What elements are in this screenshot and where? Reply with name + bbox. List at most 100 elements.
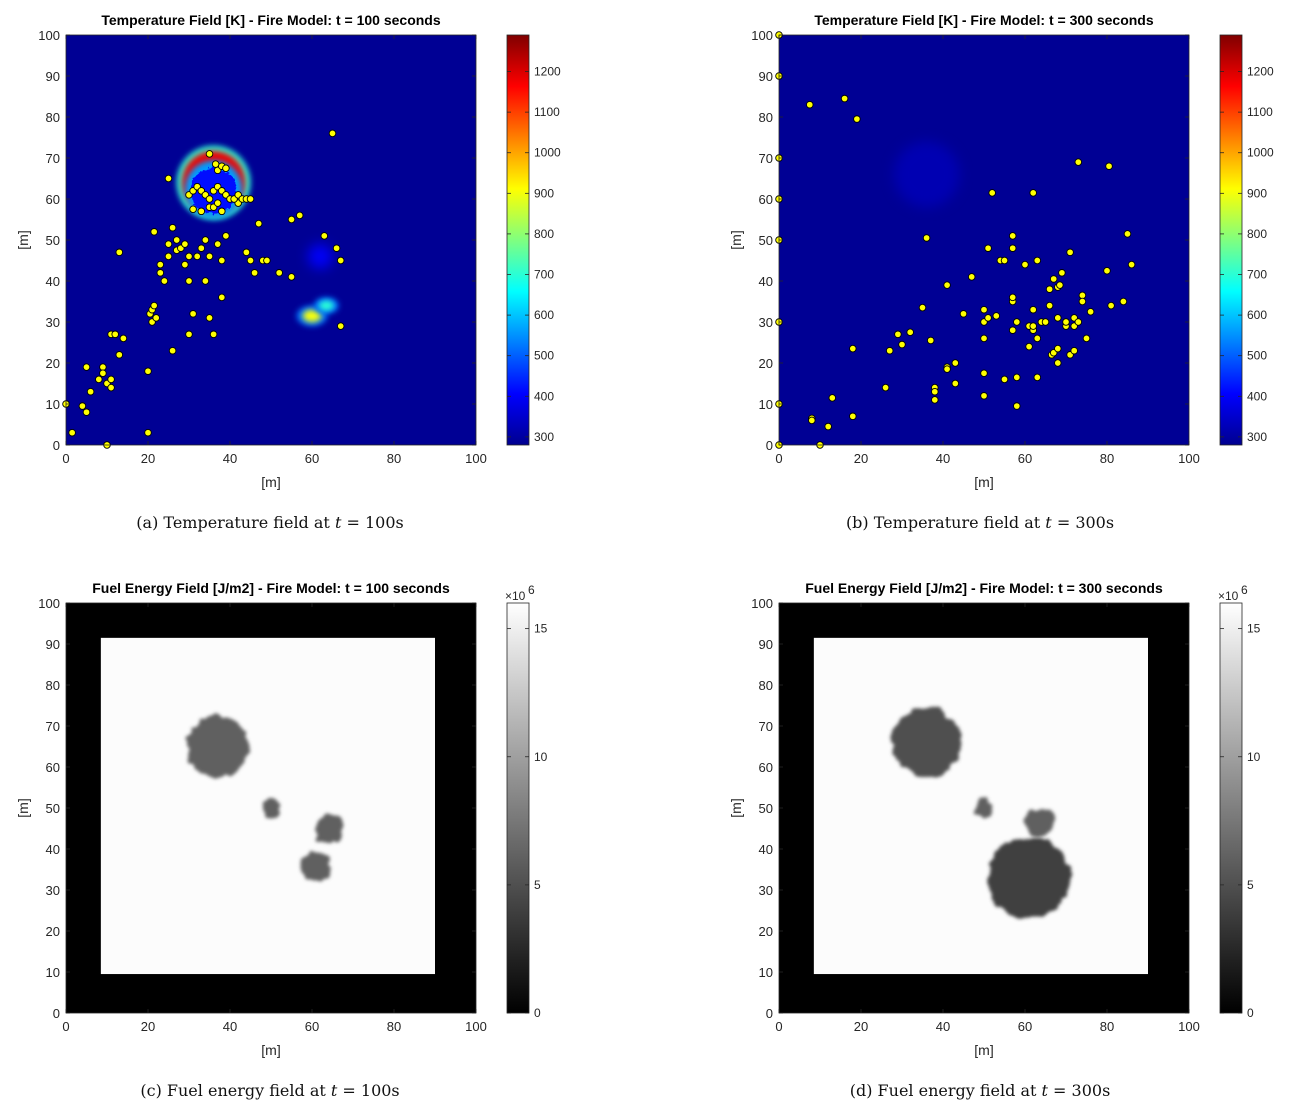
caption-a-var: t xyxy=(334,513,342,532)
x-tick-label: 0 xyxy=(775,1019,782,1034)
x-tick-label: 100 xyxy=(1178,451,1200,466)
sensor-point xyxy=(150,301,158,310)
sensor-point xyxy=(1127,260,1136,269)
sensor-point xyxy=(168,346,177,355)
sensor-point xyxy=(222,164,230,172)
y-tick-label: 40 xyxy=(759,842,773,857)
y-axis-label: [m] xyxy=(15,230,31,249)
depleted-patch xyxy=(891,707,962,778)
sensor-point xyxy=(201,277,210,285)
sensor-point xyxy=(1119,297,1128,306)
sensor-point xyxy=(943,365,951,373)
sensor-point xyxy=(1033,256,1042,265)
sensor-point xyxy=(1029,305,1037,314)
sensor-point xyxy=(988,189,996,197)
sensor-point xyxy=(967,273,976,281)
caption-d-prefix: (d) Fuel energy field at xyxy=(849,1081,1042,1100)
sensor-point xyxy=(86,387,95,396)
sensor-point xyxy=(95,375,103,384)
x-tick-label: 60 xyxy=(1018,451,1032,466)
caption-c-var: t xyxy=(330,1081,338,1100)
colorbar-tick-label: 1200 xyxy=(534,65,561,79)
sensor-point xyxy=(156,269,165,277)
sensor-point xyxy=(894,330,902,339)
sensor-point xyxy=(1029,189,1037,197)
sensor-point xyxy=(328,129,337,138)
x-tick-label: 40 xyxy=(223,1019,237,1034)
caption-b: (b) Temperature field at t = 300s xyxy=(830,513,1130,532)
y-tick-label: 60 xyxy=(759,192,773,207)
y-tick-label: 80 xyxy=(759,110,773,125)
sensor-point xyxy=(1013,373,1021,382)
x-tick-label: 0 xyxy=(775,451,782,466)
colorbar-tick-label: 400 xyxy=(1247,389,1267,403)
y-tick-label: 80 xyxy=(759,678,773,693)
x-tick-label: 20 xyxy=(854,1019,868,1034)
colorbar-tick-label: 15 xyxy=(534,622,548,636)
sensor-point xyxy=(213,199,222,207)
sensor-point xyxy=(246,195,255,203)
sensor-point xyxy=(1078,297,1087,306)
sensor-point xyxy=(164,252,173,261)
y-tick-label: 30 xyxy=(46,883,60,898)
x-tick-label: 80 xyxy=(387,451,401,466)
caption-c-prefix: (c) Fuel energy field at xyxy=(140,1081,331,1100)
x-axis-label: [m] xyxy=(261,1042,280,1058)
sensor-point xyxy=(336,322,345,330)
sensor-point xyxy=(287,273,296,281)
sensor-point xyxy=(849,412,857,421)
y-tick-label: 0 xyxy=(53,1006,60,1021)
sensor-point xyxy=(189,205,197,213)
sensor-point xyxy=(1000,375,1009,384)
x-axis-label: [m] xyxy=(974,474,993,490)
sensor-point xyxy=(943,281,951,289)
y-tick-label: 60 xyxy=(46,760,60,775)
colorbar-tick-label: 10 xyxy=(1247,750,1261,764)
y-tick-label: 0 xyxy=(766,1006,773,1021)
y-tick-label: 50 xyxy=(46,233,60,248)
sensor-point xyxy=(185,330,193,339)
caption-c-suffix: = 100s xyxy=(337,1081,400,1100)
y-tick-label: 30 xyxy=(759,883,773,898)
sensor-point xyxy=(144,367,152,375)
y-axis-label: [m] xyxy=(728,230,744,249)
sensor-point xyxy=(181,260,189,269)
sensor-point xyxy=(205,195,214,203)
colorbar-tick-label: 15 xyxy=(1247,622,1261,636)
y-tick-label: 90 xyxy=(759,69,773,84)
hotspot-peak xyxy=(318,300,334,311)
sensor-point xyxy=(1054,359,1062,367)
sensor-point xyxy=(980,334,988,343)
caption-a-suffix: = 100s xyxy=(341,513,404,532)
sensor-point xyxy=(1021,260,1029,269)
sensor-point xyxy=(156,260,165,269)
sensor-point xyxy=(213,240,222,248)
sensor-point xyxy=(205,150,214,158)
sensor-point xyxy=(218,207,226,216)
y-tick-label: 10 xyxy=(46,397,60,412)
depleted-patch xyxy=(974,798,994,818)
colorbar-tick-label: 700 xyxy=(1247,268,1267,282)
x-tick-label: 80 xyxy=(1100,451,1114,466)
y-axis-label: [m] xyxy=(15,798,31,817)
hotspot xyxy=(314,297,339,314)
y-tick-label: 40 xyxy=(46,274,60,289)
x-tick-label: 40 xyxy=(936,1019,950,1034)
sensor-point xyxy=(119,334,128,343)
sensor-point xyxy=(111,330,119,339)
plot-title: Fuel Energy Field [J/m2] - Fire Model: t… xyxy=(805,580,1163,596)
colorbar-tick-label: 0 xyxy=(534,1006,541,1020)
sensor-point xyxy=(332,244,341,252)
caption-d-suffix: = 300s xyxy=(1047,1081,1111,1100)
sensor-point xyxy=(881,383,890,392)
caption-d-var: t xyxy=(1041,1081,1048,1100)
x-axis-label: [m] xyxy=(974,1042,993,1058)
sensor-point xyxy=(205,252,214,261)
x-axis-label: [m] xyxy=(261,474,280,490)
y-tick-label: 70 xyxy=(759,719,773,734)
y-axis-label: [m] xyxy=(728,798,744,817)
sensor-point xyxy=(275,269,283,277)
panel-temperature-300s: Temperature Field [K] - Fire Model: t = … xyxy=(728,12,1274,490)
caption-a-prefix: (a) Temperature field at xyxy=(136,513,335,532)
colorbar-tick-label: 600 xyxy=(534,308,554,322)
